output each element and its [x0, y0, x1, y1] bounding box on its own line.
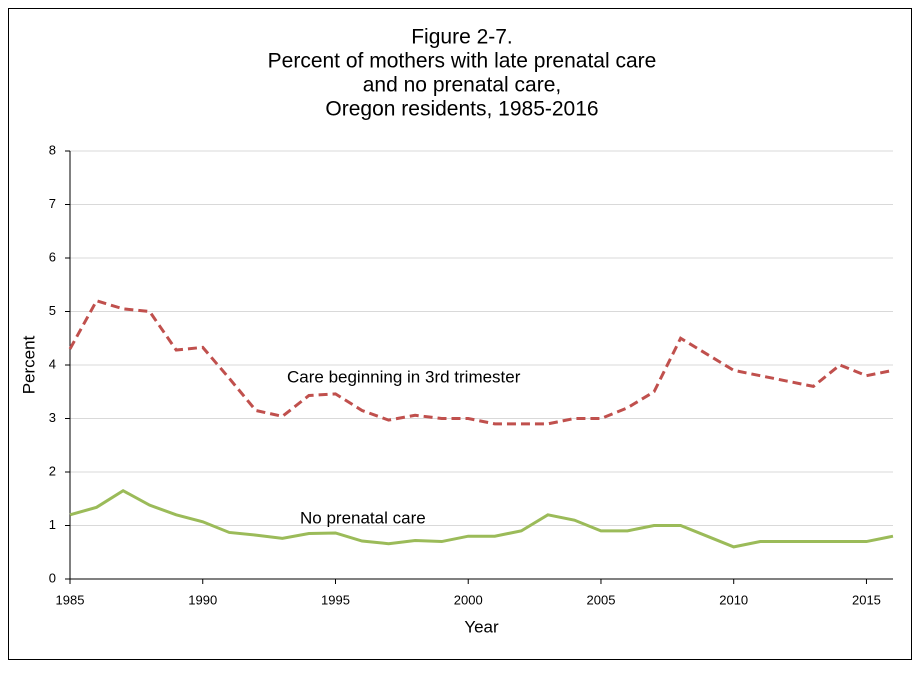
series-label: No prenatal care	[300, 508, 426, 527]
y-tick-label: 1	[49, 517, 56, 532]
y-tick-label: 2	[49, 463, 56, 478]
y-tick-label: 6	[49, 249, 56, 264]
y-tick-label: 7	[49, 196, 56, 211]
x-tick-label: 1990	[188, 592, 217, 607]
series-line	[68, 299, 894, 426]
x-tick-label: 2010	[719, 592, 748, 607]
x-tick-label: 2005	[587, 592, 616, 607]
y-tick-label: 4	[49, 356, 56, 371]
y-tick-label: 3	[49, 410, 56, 425]
y-tick-label: 5	[49, 303, 56, 318]
series-label: Care beginning in 3rd trimester	[287, 367, 521, 386]
x-tick-label: 2000	[454, 592, 483, 607]
y-axis-title: Percent	[19, 335, 38, 394]
series-line	[69, 488, 894, 549]
chart-title: Percent of mothers with late prenatal ca…	[268, 50, 657, 73]
y-tick-label: 0	[49, 570, 56, 585]
chart-title: Oregon residents, 1985-2016	[325, 98, 598, 121]
chart-frame	[8, 8, 912, 660]
x-axis-title: Year	[464, 617, 499, 636]
x-tick-label: 1985	[56, 592, 85, 607]
chart-title: Figure 2-7.	[411, 26, 513, 49]
x-tick-label: 2015	[852, 592, 881, 607]
y-tick-label: 8	[49, 142, 56, 157]
chart-title: and no prenatal care,	[363, 74, 561, 97]
x-tick-label: 1995	[321, 592, 350, 607]
